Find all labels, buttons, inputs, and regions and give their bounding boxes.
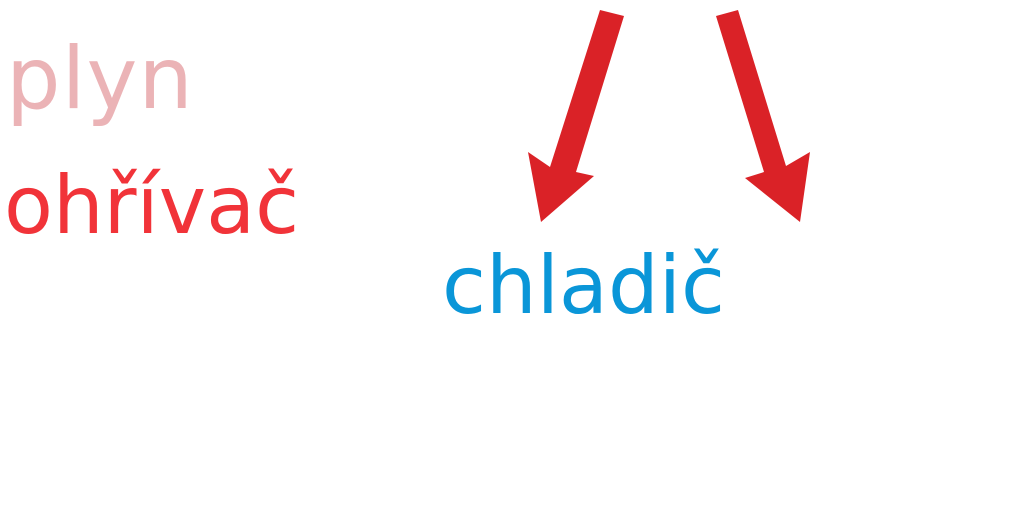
cooler-label: chladič — [442, 239, 725, 332]
arrow-left-icon — [528, 10, 624, 222]
arrow-right-icon — [716, 10, 810, 222]
gas-label: plyn — [6, 29, 194, 129]
heater-label: ohřívač — [4, 159, 300, 252]
